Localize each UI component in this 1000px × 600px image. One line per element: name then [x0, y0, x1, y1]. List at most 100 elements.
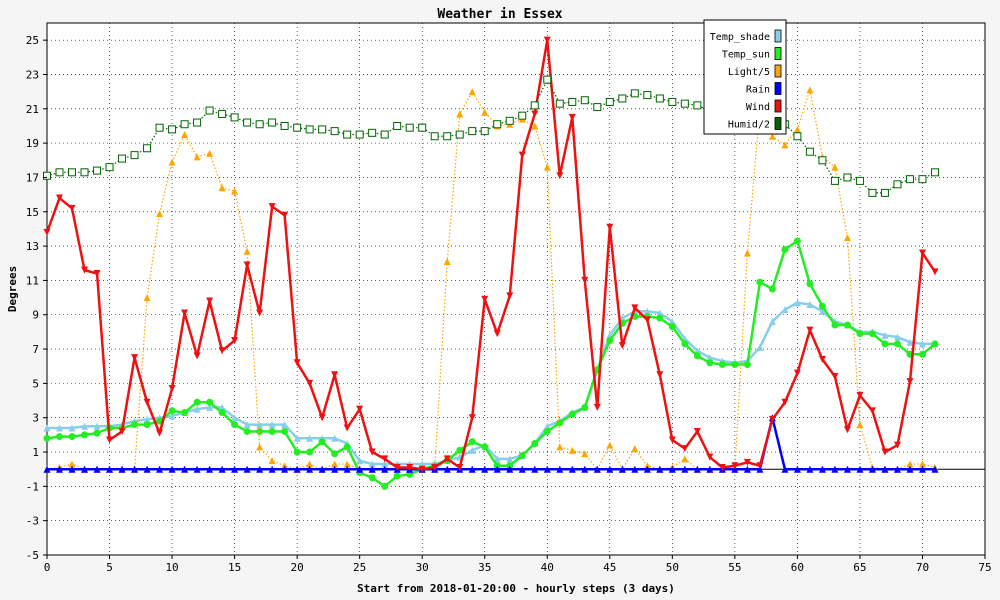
wind-point — [381, 455, 389, 463]
light-5-point — [543, 163, 551, 171]
temp-shade-point — [906, 338, 914, 346]
rain-point — [93, 465, 101, 473]
wind-point — [218, 347, 226, 355]
temp-sun-point — [93, 429, 101, 437]
light-5-point — [456, 110, 464, 118]
light-5-point — [581, 450, 589, 458]
temp-sun-point — [368, 474, 376, 482]
humid-2-point — [355, 130, 364, 139]
humid-2-point — [643, 91, 652, 100]
temp-sun-point — [718, 361, 726, 369]
light-5-point — [843, 234, 851, 242]
x-tick-label: 45 — [603, 561, 616, 574]
humid-2-point — [318, 125, 327, 134]
humid-2-point — [105, 163, 114, 172]
wind-point — [168, 385, 176, 393]
humid-2-point — [893, 180, 902, 189]
light-5-point — [343, 460, 351, 468]
rain-point — [356, 465, 364, 473]
temp-sun-point — [918, 350, 926, 358]
temp-sun-point — [843, 321, 851, 329]
y-tick-label: 25 — [26, 34, 39, 47]
series-line-wind — [45, 38, 937, 471]
light-5-point — [181, 131, 189, 139]
rain-point — [343, 465, 351, 473]
humid-2-point — [830, 176, 839, 185]
temp-sun-point — [381, 482, 389, 490]
wind-point — [581, 276, 589, 284]
rain-point — [181, 465, 189, 473]
rain-point — [381, 465, 389, 473]
wind-point — [106, 436, 114, 444]
temp-sun-point — [543, 427, 551, 435]
x-tick-label: 60 — [791, 561, 804, 574]
light-5-point — [806, 86, 814, 94]
x-tick-label: 65 — [853, 561, 866, 574]
humid-2-point — [205, 106, 214, 115]
wind-point — [431, 463, 439, 471]
rain-point — [368, 465, 376, 473]
light-5-point — [156, 209, 164, 217]
rain-point — [906, 465, 914, 473]
rain-point — [531, 465, 539, 473]
y-tick-label: 3 — [32, 412, 39, 425]
humid-2-point — [630, 89, 639, 98]
light-5-point — [193, 153, 201, 161]
rain-point — [281, 465, 289, 473]
light-5-point — [681, 455, 689, 463]
wind-point — [831, 373, 839, 381]
humid-2-point — [793, 132, 802, 141]
wind-point — [306, 379, 314, 387]
humid-2-point — [680, 99, 689, 108]
humid-2-point — [43, 171, 51, 180]
temp-shade-point — [818, 307, 826, 315]
humid-2-point — [393, 121, 402, 130]
rain-point — [143, 465, 151, 473]
temp-shade-point — [793, 299, 801, 307]
wind-point — [856, 391, 864, 399]
rain-point — [881, 465, 889, 473]
y-axis-title: Degrees — [6, 266, 19, 312]
wind-point — [806, 326, 814, 334]
rain-point — [56, 465, 64, 473]
wind-point — [256, 309, 264, 317]
rain-point — [706, 465, 714, 473]
wind-point — [468, 414, 476, 422]
rain-point — [806, 465, 814, 473]
humid-2-point — [693, 101, 702, 110]
humid-2-point — [268, 118, 277, 127]
temp-sun-point — [606, 336, 614, 344]
temp-sun-point — [143, 421, 151, 429]
humid-2-point — [405, 123, 414, 132]
wind-point — [81, 266, 89, 274]
wind-point — [293, 359, 301, 367]
light-5-point — [856, 421, 864, 429]
wind-point — [906, 378, 914, 386]
light-5-point — [218, 184, 226, 192]
y-tick-label: 23 — [26, 68, 39, 81]
y-tick-label: -3 — [26, 515, 39, 528]
light-5-point — [568, 446, 576, 454]
light-5-point — [168, 158, 176, 166]
humid-2-point — [155, 123, 164, 132]
temp-sun-point — [256, 427, 264, 435]
humid-2-point — [130, 151, 139, 160]
temp-sun-point — [806, 280, 814, 288]
wind-point — [568, 113, 576, 121]
temp-shade-point — [668, 318, 676, 326]
humid-2-point — [868, 188, 877, 197]
temp-shade-point — [493, 455, 501, 463]
humid-2-point — [305, 125, 314, 134]
temp-sun-point — [131, 421, 139, 429]
legend-label-temp-shade: Temp_shade — [710, 32, 770, 43]
wind-point — [331, 371, 339, 379]
wind-point — [918, 249, 926, 257]
humid-2-point — [55, 168, 64, 177]
temp-sun-point — [218, 409, 226, 417]
x-tick-label: 70 — [916, 561, 929, 574]
temp-sun-point — [181, 409, 189, 417]
rain-point — [106, 465, 114, 473]
wind-point — [731, 462, 739, 470]
temp-shade-point — [268, 421, 276, 429]
